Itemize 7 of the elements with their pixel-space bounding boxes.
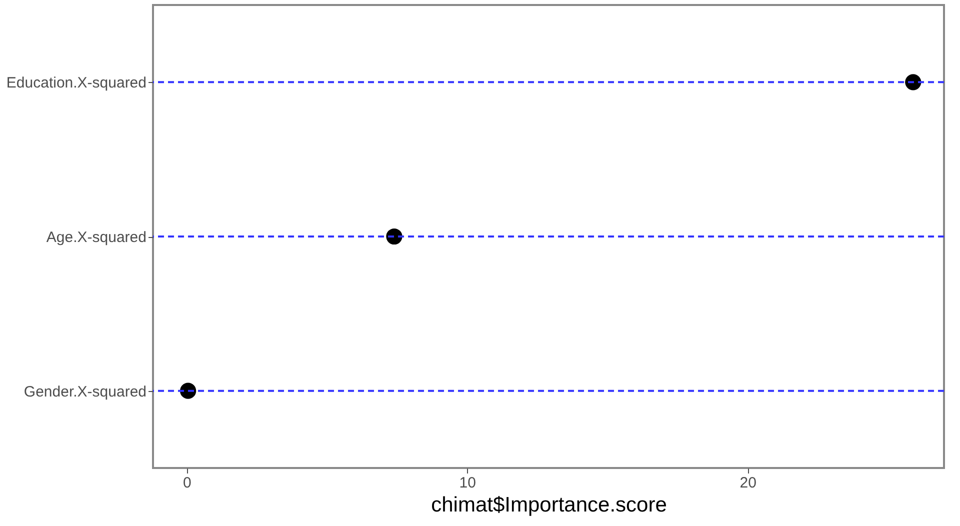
x-tick-label: 0 bbox=[182, 474, 192, 492]
x-tick-label: 10 bbox=[459, 474, 476, 492]
y-tick-label: Age.X-squared bbox=[46, 229, 146, 246]
x-axis-title: chimat$Importance.score bbox=[431, 494, 667, 516]
x-tick-label: 20 bbox=[740, 474, 756, 492]
y-tick-label: Education.X-squared bbox=[6, 74, 146, 92]
y-tick-label: Gender.X-squared bbox=[24, 383, 146, 400]
